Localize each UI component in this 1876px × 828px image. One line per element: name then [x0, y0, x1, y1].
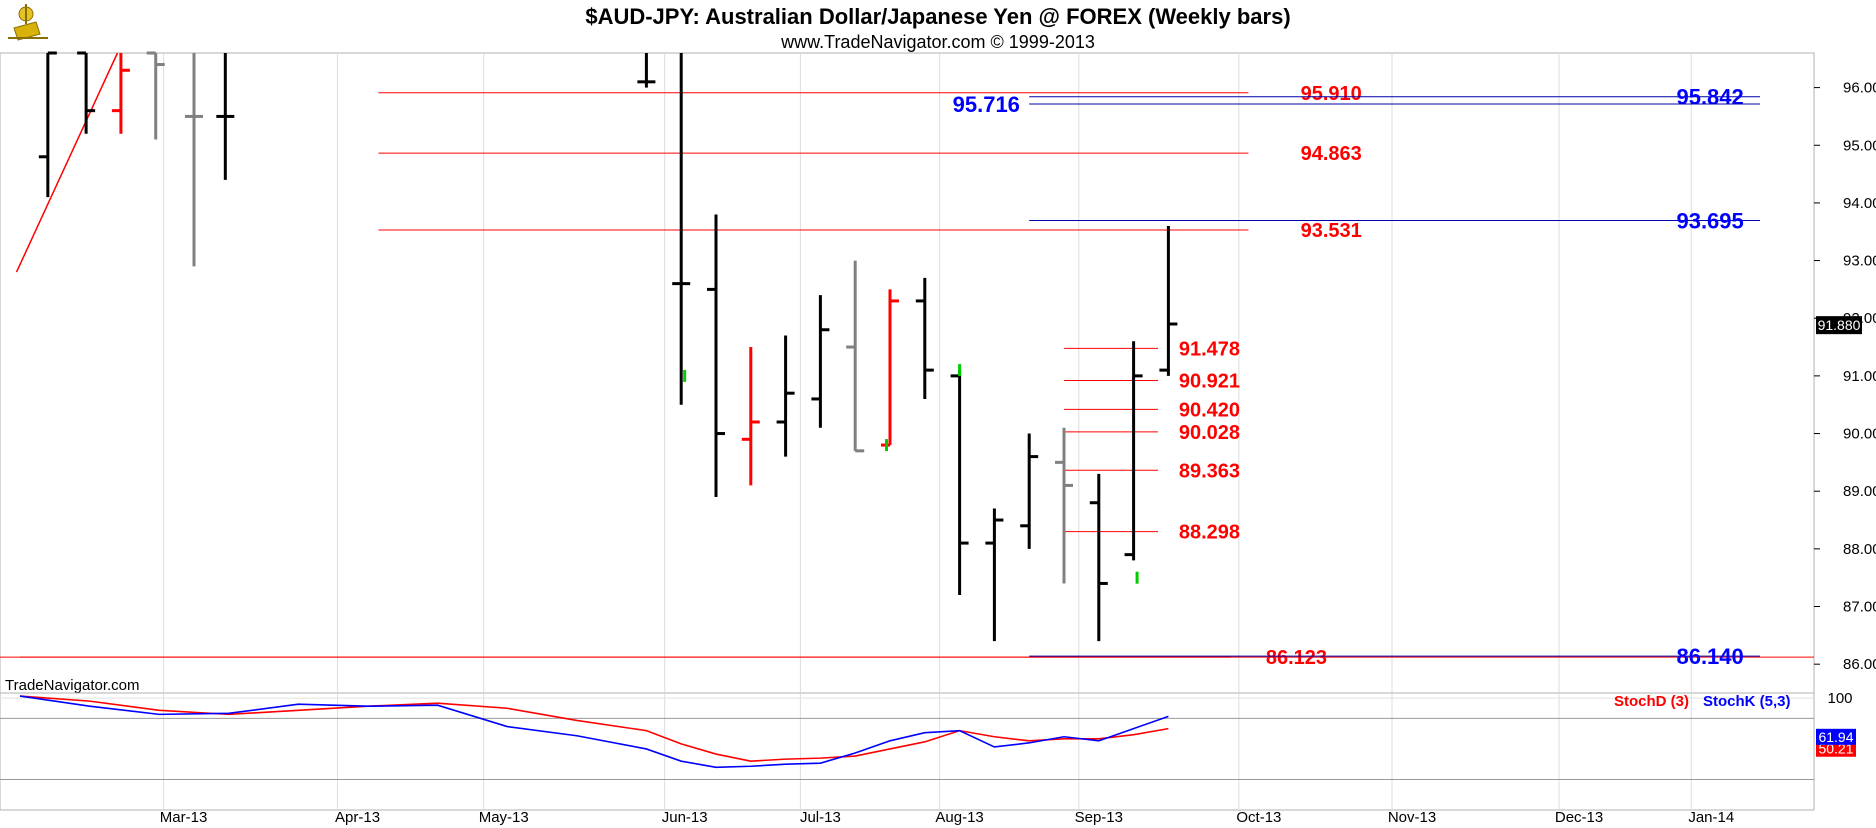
y-tick-label: 96.000	[1843, 80, 1876, 97]
y-tick-label: 88.000	[1843, 541, 1876, 558]
last-price-label: 91.880	[1818, 317, 1861, 333]
level-label-red: 90.028	[1179, 422, 1240, 444]
level-label-blue: 95.842	[1676, 85, 1743, 110]
y-tick-label: 94.000	[1843, 195, 1876, 212]
price-panel	[0, 52, 1815, 694]
month-tick-label: Mar-13	[160, 809, 208, 826]
month-tick-label: Apr-13	[335, 809, 380, 826]
trendline	[15, 52, 119, 273]
chart-subtitle: www.TradeNavigator.com © 1999-2013	[780, 32, 1095, 52]
stochk-value-label: 61.94	[1818, 729, 1853, 745]
stochk-legend: StochK (5,3)	[1703, 693, 1791, 710]
indicator-panel	[0, 692, 1815, 811]
ohlc-bar	[985, 508, 1004, 642]
level-label-red: 86.123	[1266, 647, 1327, 669]
level-label-red: 90.921	[1179, 370, 1240, 392]
ohlc-bar	[1089, 473, 1108, 642]
y-tick-label: 91.000	[1843, 368, 1876, 385]
level-label-red: 89.363	[1179, 460, 1240, 482]
stochd-line	[19, 695, 1169, 762]
price-grid	[163, 53, 1692, 693]
stochk-line	[19, 695, 1169, 769]
trendline	[15, 52, 119, 273]
y-tick-label: 89.000	[1843, 483, 1876, 500]
ohlc-bar	[915, 277, 934, 399]
level-label-red: 94.863	[1301, 143, 1362, 165]
month-tick-label: May-13	[479, 809, 529, 826]
month-tick-label: Sep-13	[1075, 809, 1123, 826]
level-label-red: 90.420	[1179, 399, 1240, 421]
price-levels: 95.910 94.863 93.531 91.478 90.921 90.42090.0…	[0, 83, 1814, 669]
ohlc-bar	[146, 51, 165, 140]
ohlc-bar	[38, 51, 57, 198]
stochk-value-tag	[1816, 728, 1856, 745]
month-tick-label: Aug-13	[935, 809, 983, 826]
month-tick-label: Nov-13	[1388, 809, 1436, 826]
y-tick-label: 87.000	[1843, 599, 1876, 616]
level-label-red: 93.531	[1301, 220, 1362, 242]
time-axis: Mar-13 Apr-13 May-13 Jun-13 Jul-13 Aug-13 Sep-…	[160, 809, 1734, 826]
ohlc-bar	[1055, 427, 1073, 584]
ohlc-bar	[1124, 341, 1143, 561]
level-label-blue: 86.140	[1676, 644, 1743, 669]
stochd-legend: StochD (3)	[1614, 693, 1689, 710]
price-bars	[38, 51, 1178, 642]
level-label-blue: 95.716	[953, 92, 1020, 117]
price-axis: 86.00087.00088.00089.00090.00091.00092.0…	[1814, 80, 1876, 673]
ohlc-bar	[707, 214, 725, 497]
ohlc-bar	[1159, 225, 1178, 376]
month-tick-label: Jan-14	[1688, 809, 1734, 826]
month-tick-label: Jun-13	[662, 809, 708, 826]
month-tick-label: Dec-13	[1555, 809, 1603, 826]
level-label-red: 88.298	[1179, 522, 1240, 544]
ohlc-bar	[1020, 433, 1039, 549]
last-price-tag	[1816, 316, 1862, 335]
y-tick-label: 93.000	[1843, 253, 1876, 270]
watermark-text: TradeNavigator.com	[5, 677, 140, 694]
ohlc-bar	[811, 295, 830, 428]
level-label-red: 91.478	[1179, 338, 1240, 360]
ohlc-bar	[776, 335, 795, 457]
ohlc-bar	[111, 53, 130, 134]
header-background	[0, 0, 1876, 53]
ohlc-bar	[185, 53, 203, 267]
indicator-grid	[0, 693, 1814, 810]
month-tick-label: Jul-13	[800, 809, 841, 826]
indicator-legend: StochD (3) StochK (5,3)	[1614, 693, 1791, 710]
ohlc-bar	[637, 53, 656, 88]
ohlc-bar	[741, 347, 760, 486]
logo-icon	[8, 4, 48, 41]
indicator-y-tick-label: 100	[1827, 690, 1852, 707]
ohlc-bar	[672, 53, 691, 405]
level-label-red: 95.910	[1301, 83, 1362, 105]
ohlc-bar	[846, 260, 865, 453]
indicator-lines	[19, 695, 1169, 769]
y-tick-label: 90.000	[1843, 426, 1876, 443]
y-tick-label: 95.000	[1843, 137, 1876, 154]
y-tick-label: 86.000	[1843, 656, 1876, 673]
chart-title: $AUD-JPY: Australian Dollar/Japanese Yen…	[585, 4, 1290, 29]
level-label-blue: 93.695	[1676, 208, 1743, 233]
month-tick-label: Oct-13	[1236, 809, 1281, 826]
ohlc-bar	[77, 51, 96, 134]
ohlc-bar	[216, 53, 235, 180]
